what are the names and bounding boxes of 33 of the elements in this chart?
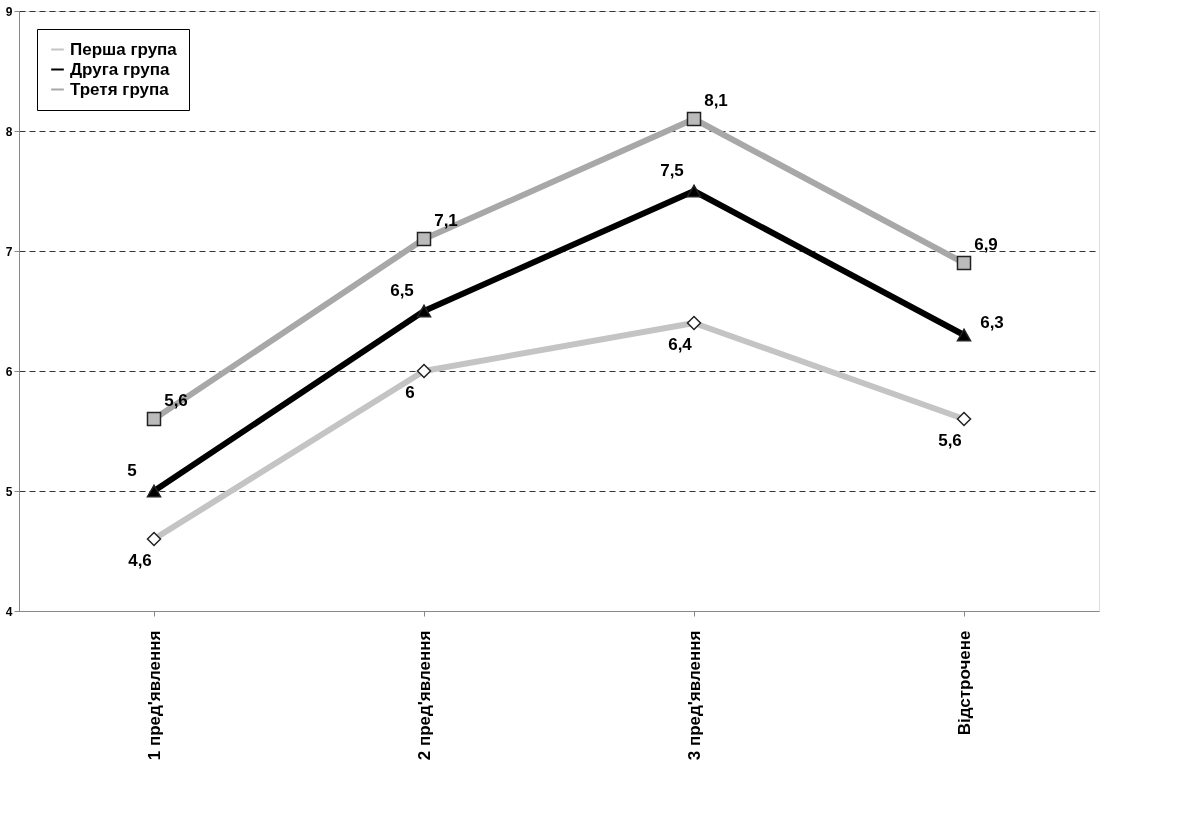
x-tick-label: Відстрочене — [954, 630, 974, 736]
data-label: 5,6 — [164, 391, 188, 410]
point — [146, 411, 162, 427]
data-label: 6,9 — [974, 235, 998, 254]
y-tick-label: 9 — [5, 4, 13, 19]
data-label: 6,3 — [980, 313, 1004, 332]
x-tick-label: 1 пред'явлення — [144, 630, 164, 761]
y-tick-label: 5 — [5, 484, 13, 499]
point — [416, 304, 432, 318]
y-tick-label: 7 — [5, 244, 13, 259]
data-label: 4,6 — [128, 551, 152, 570]
point — [956, 255, 972, 271]
data-label: 6,5 — [390, 281, 414, 300]
data-label: 5,6 — [938, 431, 962, 450]
data-label: 6,4 — [668, 335, 693, 354]
point — [956, 328, 972, 342]
x-tick-label: 2 пред'явлення — [414, 630, 434, 761]
y-tick-label: 8 — [5, 124, 13, 139]
data-label: 7,5 — [660, 161, 684, 180]
data-label: 7,1 — [434, 211, 458, 230]
legend-label: Перша група — [70, 39, 178, 59]
point — [416, 231, 432, 247]
legend-label: Друга група — [70, 59, 170, 79]
point — [146, 484, 162, 498]
data-label: 6 — [405, 383, 415, 402]
point — [686, 111, 702, 127]
y-tick-label: 6 — [5, 364, 13, 379]
data-label: 8,1 — [704, 91, 728, 110]
x-tick-label: 3 пред'явлення — [684, 630, 704, 761]
legend-label: Третя група — [70, 79, 170, 99]
y-tick-label: 4 — [5, 604, 13, 619]
data-label: 5 — [127, 461, 137, 480]
point — [686, 184, 702, 198]
